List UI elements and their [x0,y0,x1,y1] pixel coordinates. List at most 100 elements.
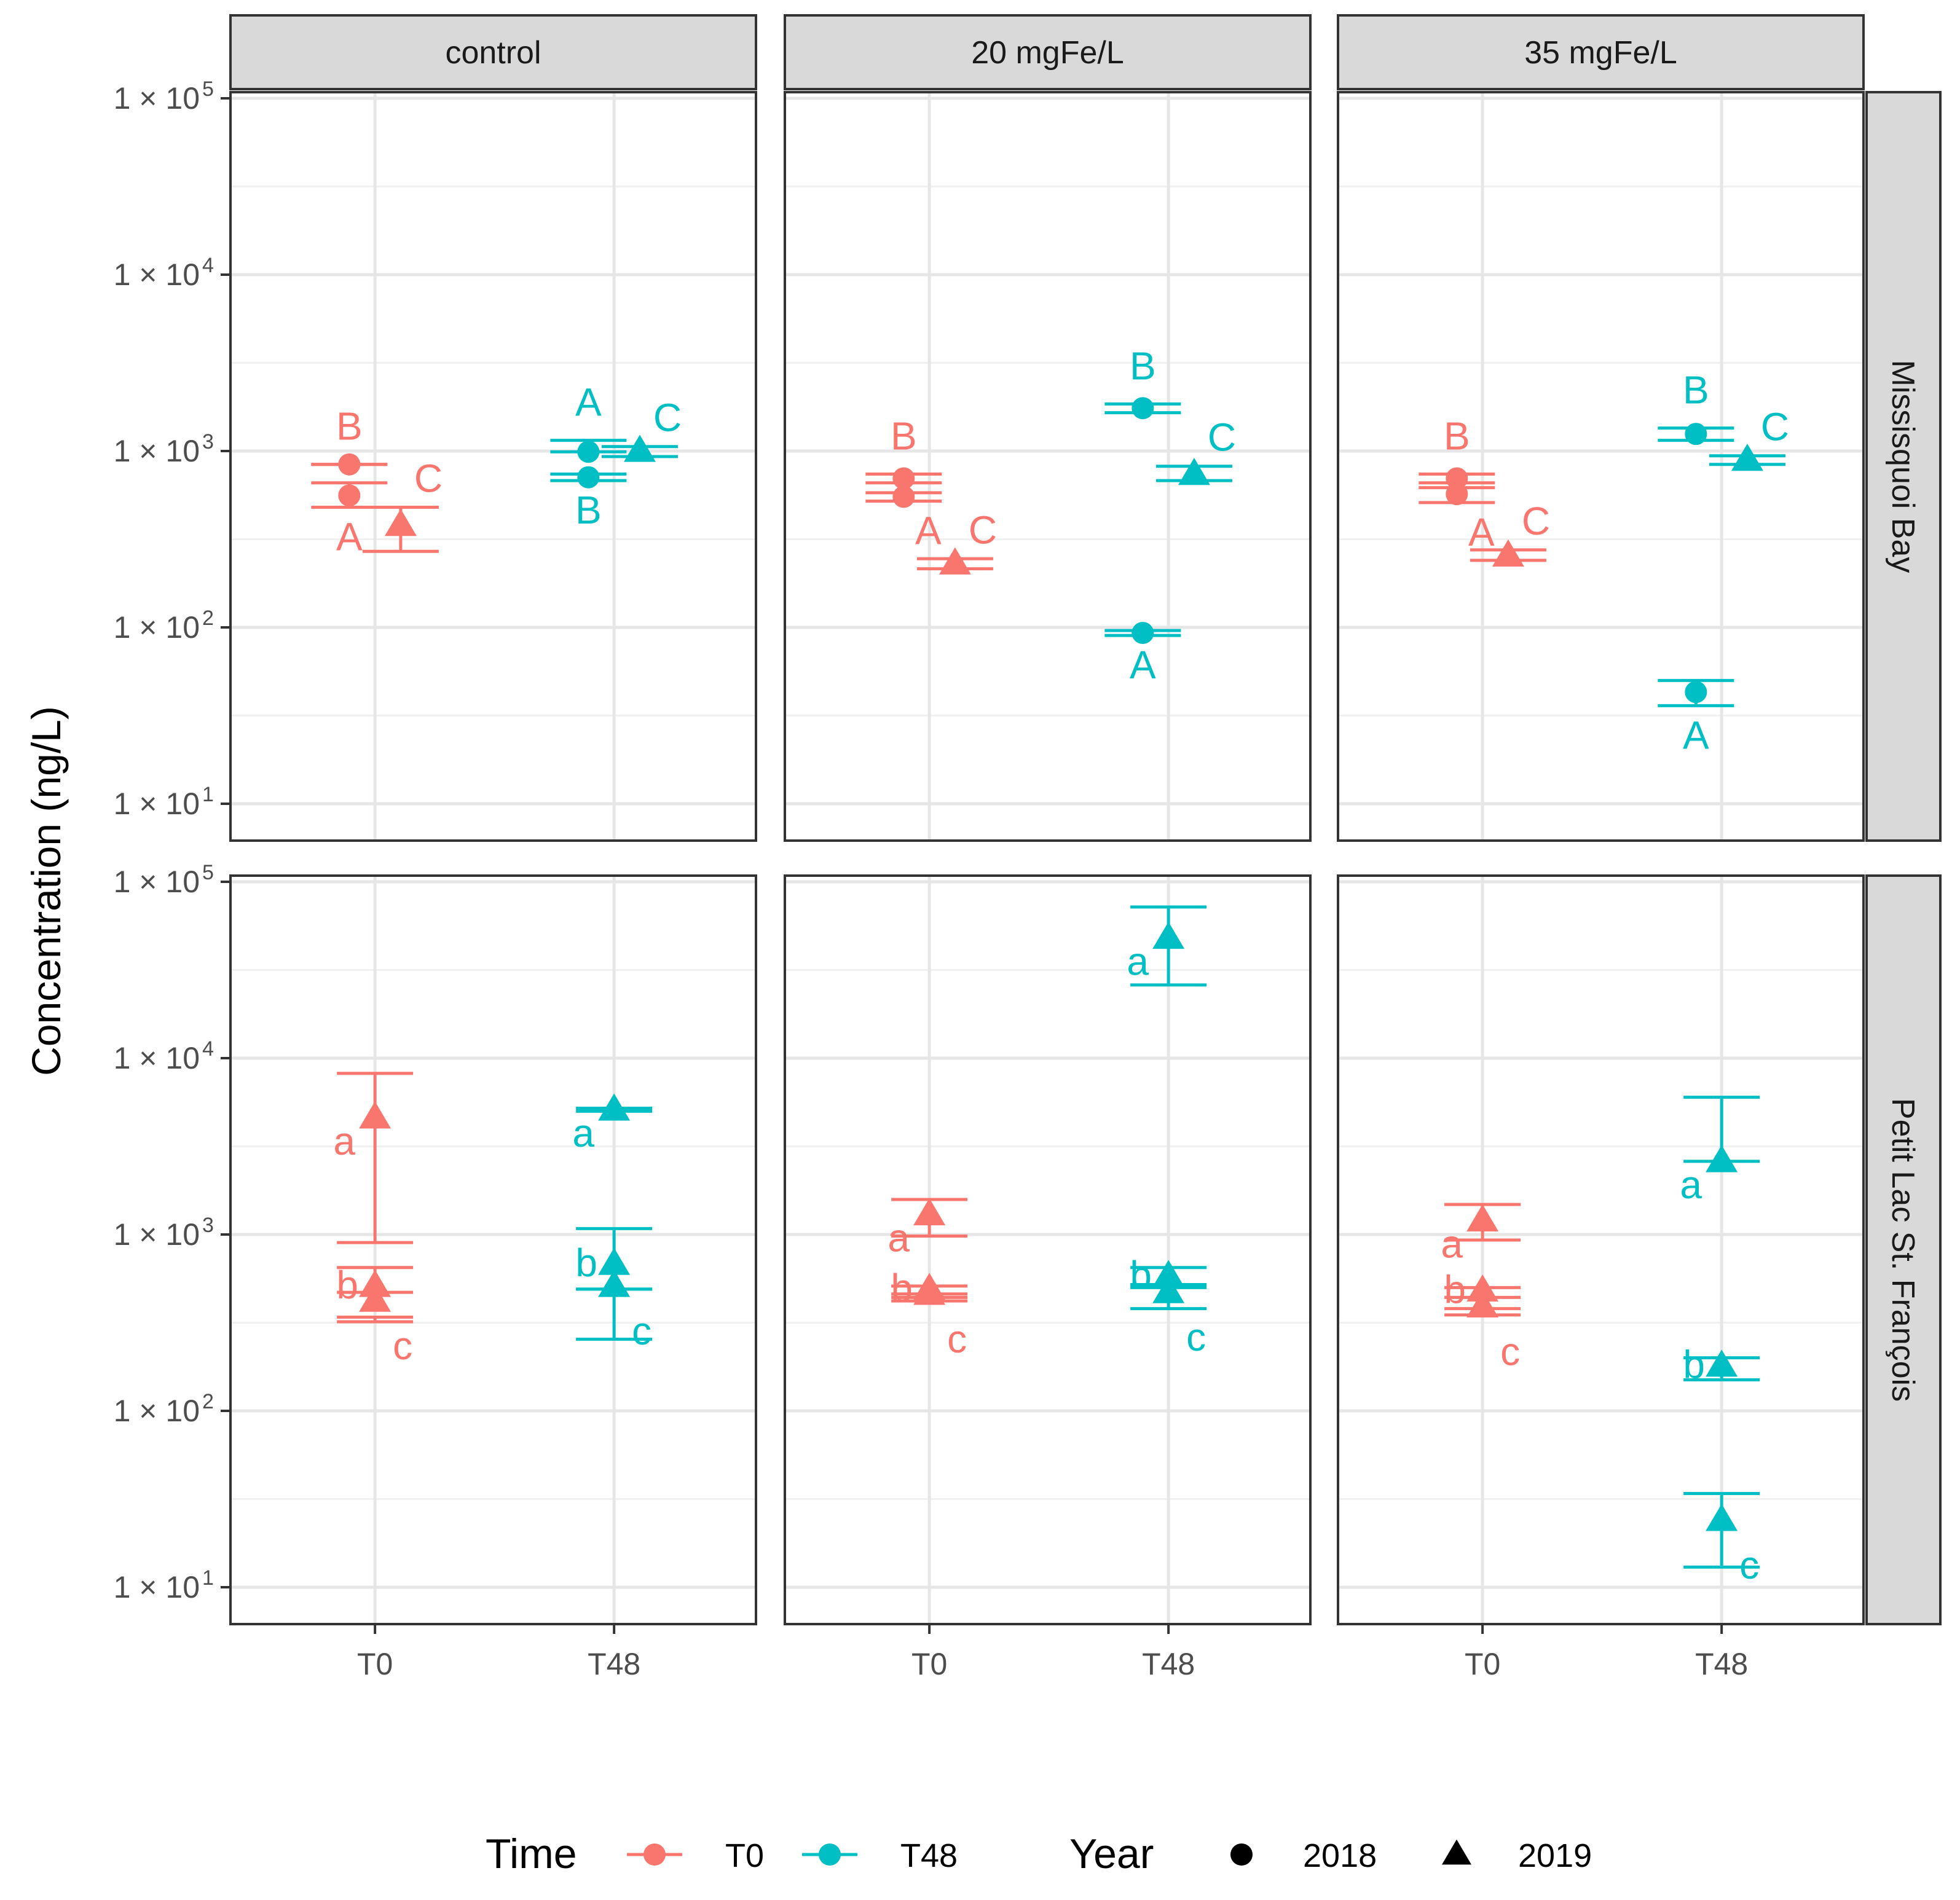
column-strip-label: 35 mgFe/L [1524,35,1677,71]
y-tick-exponent: 5 [202,77,214,101]
data-point-circle [577,441,600,463]
y-tick-base: 1 × 10 [114,81,200,116]
data-point-triangle [1152,1260,1185,1287]
significance-letter: B [1130,343,1156,388]
y-tick-label: 1 × 10 [114,1570,200,1604]
data-point-circle [1685,423,1707,446]
data-point-circle [577,466,600,489]
data-point-group: B [1658,368,1734,446]
y-tick-label: 1 × 10 [114,610,200,645]
y-tick-exponent: 4 [202,254,214,277]
data-point-group: A [1419,483,1495,554]
significance-letter: c [1186,1315,1206,1359]
strip-background [229,14,757,90]
strips: control 20 mgFe/L 35 mgFe/L Missisquoi Bay P… [229,14,1942,1625]
significance-letter: c [1500,1329,1520,1373]
data-point-triangle [598,1270,631,1297]
data-point-triangle [1706,1145,1738,1172]
data-point-triangle [359,1270,392,1297]
significance-letter: C [653,396,682,440]
data-point-group: A [1104,622,1181,687]
y-tick-exponent: 3 [202,430,214,453]
y-tick-exponent: 3 [202,1214,214,1237]
y-tick-exponent: 2 [202,1390,214,1413]
data-point-triangle [598,1247,631,1275]
y-tick-exponent: 5 [202,861,214,884]
column-strip-label: control [445,35,541,71]
data-point-group: c [1444,1290,1521,1373]
legend-year-label: 2019 [1518,1837,1592,1874]
panel-background [230,92,756,841]
data-point-group: C [1470,499,1550,567]
strip-background [1865,91,1942,842]
strip-background [1337,14,1865,90]
data-point-group: C [362,456,443,553]
x-tick-label: T0 [357,1647,393,1681]
panel-border [229,91,757,842]
significance-letter: B [1444,414,1470,458]
data-point-group: a [333,1072,414,1244]
significance-letter: C [1761,405,1789,449]
legend-year-key-circle [1230,1843,1253,1866]
data-point-group: c [337,1284,414,1368]
y-axis-r1: 1 × 10 11 × 10 21 × 10 31 × 10 41 × 10 5 [114,861,230,1604]
data-point-triangle [359,1101,392,1129]
significance-letter: A [1130,643,1156,687]
y-axis-label: Concentration (ng/L) [23,706,69,1076]
panel-r0-c0: B A C A B C [229,91,757,842]
data-point-group: c [1130,1276,1207,1359]
y-tick-label: 1 × 10 [114,434,200,468]
panel-border [784,91,1312,842]
panel-marks: B A C A B C [311,380,682,559]
significance-letter: a [333,1119,355,1163]
data-point-circle [1132,622,1154,645]
significance-letter: b [575,1241,597,1285]
panel-background [230,876,756,1624]
significance-letter: b [1130,1253,1152,1297]
significance-letter: A [1683,713,1709,757]
significance-letter: C [414,456,443,500]
column-strip: 20 mgFe/L [784,14,1312,90]
significance-letter: a [572,1111,594,1155]
y-tick-label: 1 × 10 [114,1394,200,1428]
data-point-group: c [891,1278,968,1361]
strip-background [1865,874,1942,1625]
data-point-triangle [1178,458,1210,485]
y-tick-base: 1 × 10 [114,1570,200,1604]
significance-letter: c [632,1309,651,1353]
legend-time-title: Time [486,1831,577,1877]
x-axis: T0 T48 T0 T48 T0 T48 [357,1624,1748,1681]
row-strip: Missisquoi Bay [1865,91,1942,842]
data-point-group: C [1709,405,1789,471]
data-point-triangle [1706,1349,1738,1377]
data-point-group: c [576,1270,653,1353]
significance-letter: B [336,404,363,449]
data-point-triangle [939,547,971,575]
significance-letter: b [1683,1343,1705,1387]
y-tick-label: 1 × 10 [114,81,200,116]
row-strip-label: Missisquoi Bay [1885,360,1921,573]
row-strip: Petit Lac St. François [1865,874,1942,1625]
data-point-circle [1446,483,1468,506]
legend-time-key-point [643,1843,666,1866]
significance-letter: A [915,509,942,553]
y-tick-label: 1 × 10 [114,1217,200,1252]
y-tick-base: 1 × 10 [114,865,200,899]
panel-border [1337,91,1865,842]
data-point-group: B [1419,414,1495,490]
legend-time-label: T48 [900,1837,958,1874]
panel-background [1338,876,1864,1624]
data-point-group: a [888,1198,968,1260]
data-point-group: b [1130,1253,1207,1297]
significance-letter: A [575,380,602,425]
data-point-group: A [1658,678,1734,757]
data-point-triangle [384,509,417,536]
data-point-group: a [572,1093,653,1155]
data-point-circle [1685,681,1707,704]
